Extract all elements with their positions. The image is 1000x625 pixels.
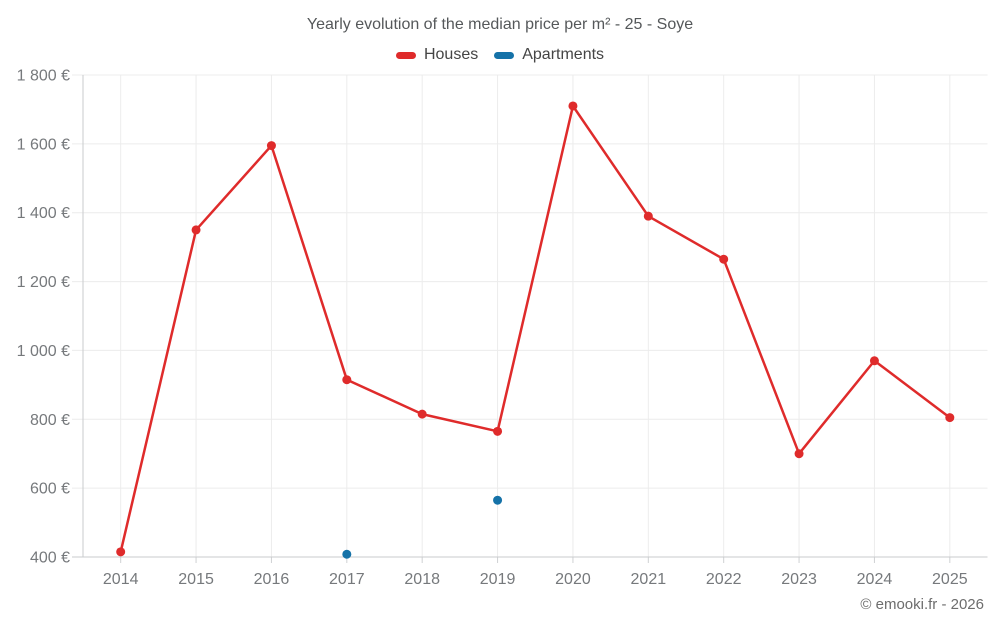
y-axis-label: 1 400 € bbox=[17, 205, 70, 222]
x-axis-label: 2019 bbox=[480, 571, 516, 588]
chart-point-houses-2021[interactable] bbox=[643, 211, 653, 221]
apartments-legend-swatch-icon bbox=[494, 51, 515, 59]
y-axis-label: 1 800 € bbox=[17, 68, 70, 85]
x-axis-label: 2023 bbox=[781, 571, 817, 588]
x-axis-label: 2014 bbox=[103, 571, 139, 588]
chart-point-houses-2016[interactable] bbox=[266, 141, 276, 151]
chart-point-houses-2015[interactable] bbox=[191, 225, 201, 235]
gridlines bbox=[72, 74, 988, 563]
y-axis-label: 1 000 € bbox=[17, 343, 70, 360]
chart-point-houses-2014[interactable] bbox=[116, 547, 126, 557]
legend-item-apartments[interactable]: Apartments bbox=[494, 46, 604, 64]
chart-point-houses-2024[interactable] bbox=[869, 356, 879, 366]
footer-credit: © emooki.fr - 2026 bbox=[860, 596, 984, 613]
legend-item-houses[interactable]: Houses bbox=[395, 46, 479, 64]
chart-point-houses-2017[interactable] bbox=[342, 375, 352, 385]
chart-point-houses-2022[interactable] bbox=[719, 254, 729, 264]
chart-point-houses-2025[interactable] bbox=[945, 413, 955, 423]
series-houses bbox=[116, 101, 955, 557]
y-axis-label: 1 200 € bbox=[17, 274, 70, 291]
houses-legend-swatch-icon bbox=[395, 51, 416, 59]
x-axis-label: 2018 bbox=[404, 571, 440, 588]
x-axis-label: 2015 bbox=[178, 571, 214, 588]
x-axis-label: 2017 bbox=[329, 571, 365, 588]
legend-label-houses: Houses bbox=[423, 46, 479, 63]
chart-legend: Houses Apartments bbox=[0, 46, 1000, 64]
chart-point-houses-2019[interactable] bbox=[493, 426, 503, 436]
y-axis-label: 400 € bbox=[30, 550, 70, 567]
chart-point-houses-2023[interactable] bbox=[794, 449, 804, 459]
x-axis-label: 2021 bbox=[631, 571, 667, 588]
x-axis-label: 2025 bbox=[932, 571, 968, 588]
legend-label-apartments: Apartments bbox=[522, 46, 605, 63]
x-axis-label: 2020 bbox=[555, 571, 591, 588]
chart-point-houses-2020[interactable] bbox=[568, 101, 578, 111]
chart-point-apartments-2017[interactable] bbox=[342, 549, 352, 559]
chart-point-houses-2018[interactable] bbox=[417, 409, 427, 419]
x-axis-label: 2022 bbox=[706, 571, 742, 588]
y-axis-label: 1 600 € bbox=[17, 136, 70, 153]
y-axis-label: 800 € bbox=[30, 412, 70, 429]
x-axis-label: 2016 bbox=[254, 571, 290, 588]
series-apartments bbox=[342, 495, 503, 559]
chart-point-apartments-2019[interactable] bbox=[493, 495, 503, 505]
chart-title: Yearly evolution of the median price per… bbox=[306, 16, 694, 33]
x-axis-label: 2024 bbox=[857, 571, 893, 588]
y-axis-label: 600 € bbox=[30, 481, 70, 498]
